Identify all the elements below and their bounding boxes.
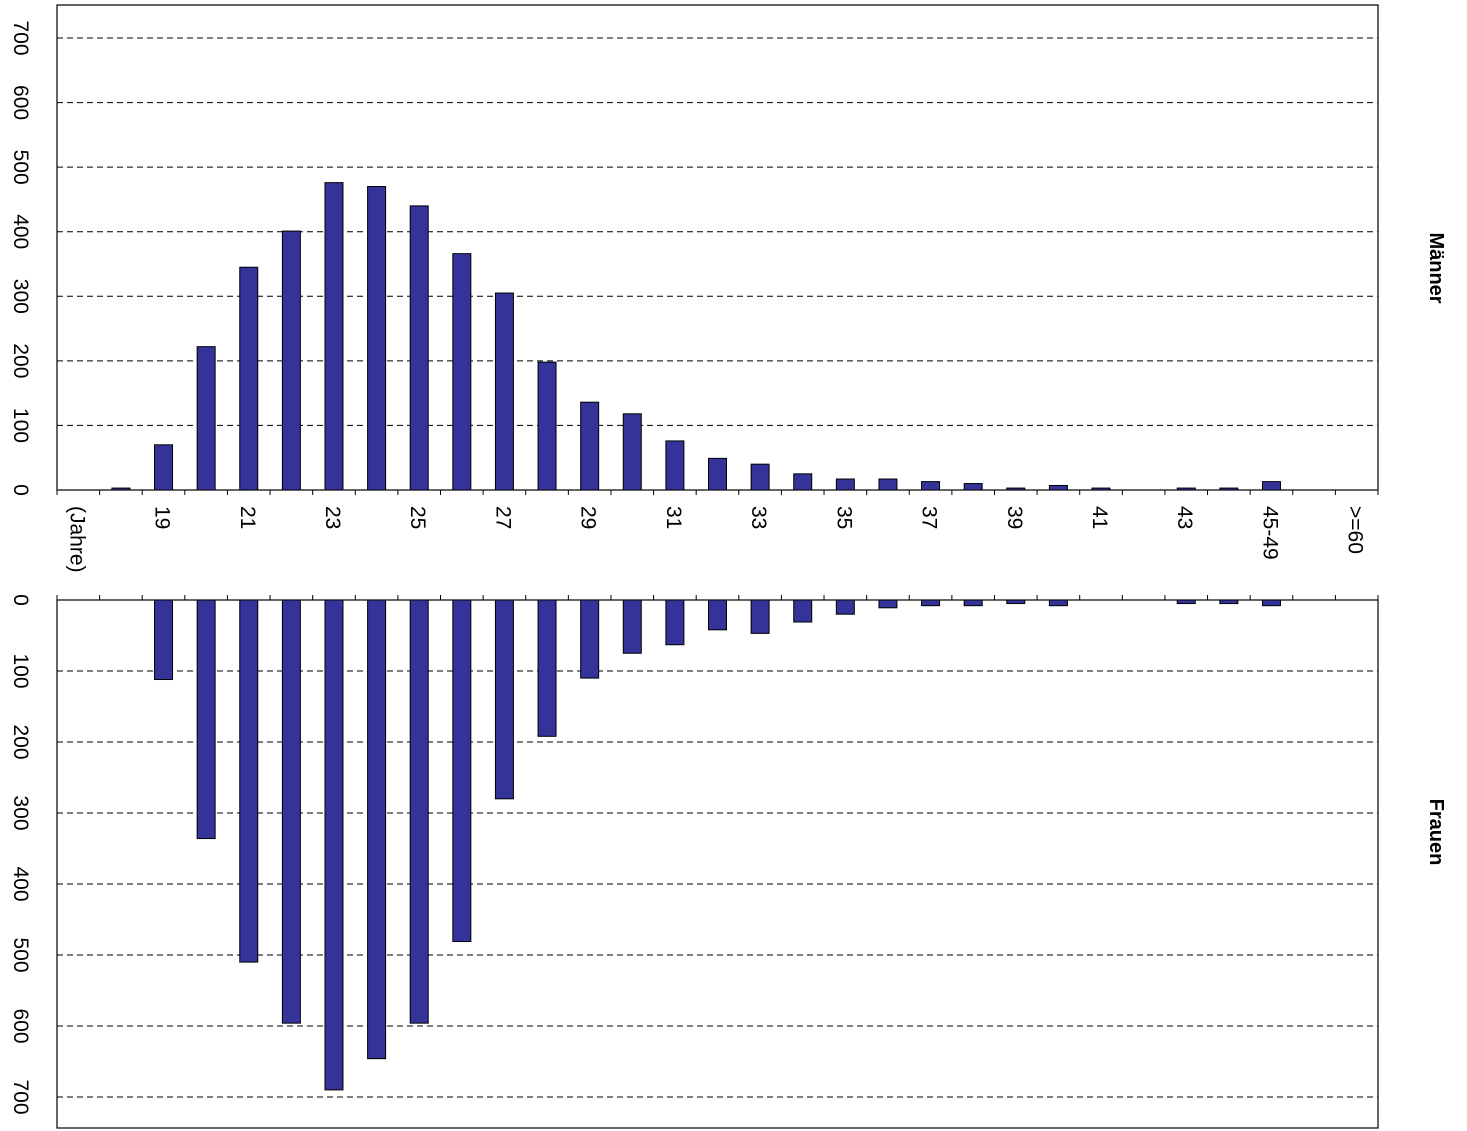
top-y-tick-label: 400 [9, 214, 32, 249]
category-label: 45-49 [1258, 506, 1281, 560]
bar-frauen [835, 599, 855, 615]
bar-frauen [494, 599, 514, 800]
bar-frauen [324, 599, 344, 1091]
top-y-tick-label: 300 [9, 279, 32, 314]
bar-frauen [409, 599, 429, 1024]
bar-maenner [793, 473, 813, 491]
category-label: 33 [747, 506, 770, 529]
category-label: 29 [577, 506, 600, 529]
bar-maenner [239, 266, 259, 491]
category-label: >=60 [1344, 506, 1367, 554]
bar-frauen [878, 599, 898, 609]
bar-frauen [1176, 599, 1196, 605]
bar-frauen [793, 599, 813, 623]
bottom-y-tick-label: 600 [9, 1008, 32, 1043]
bar-frauen [1006, 599, 1026, 605]
category-label: 41 [1088, 506, 1111, 529]
bottom-y-tick-label: 400 [9, 866, 32, 901]
category-label: 39 [1003, 506, 1026, 529]
bar-maenner [154, 444, 174, 491]
bar-maenner [452, 253, 472, 491]
bottom-y-tick-label: 300 [9, 795, 32, 830]
bar-maenner [494, 292, 514, 491]
bar-frauen [921, 599, 941, 607]
bar-maenner [963, 483, 983, 491]
bar-maenner [1219, 487, 1239, 491]
bar-frauen [452, 599, 472, 943]
bar-frauen [665, 599, 685, 646]
bar-frauen [196, 599, 216, 840]
top-y-tick-label: 600 [9, 85, 32, 120]
category-label: 25 [406, 506, 429, 529]
top-y-tick-label: 500 [9, 150, 32, 185]
bar-frauen [1261, 599, 1281, 607]
bar-maenner [1006, 487, 1026, 491]
bar-frauen [537, 599, 557, 737]
tick-labels: 0 0 100 100 200 200 300 300 400 400 500 500 600 600 70… [9, 20, 1447, 1114]
bar-maenner [1261, 481, 1281, 491]
category-label: 37 [918, 506, 941, 529]
bar-frauen [154, 599, 174, 681]
bar-frauen [750, 599, 770, 634]
bar-maenner [878, 478, 898, 491]
bar-maenner [1176, 487, 1196, 491]
bar-maenner [1048, 484, 1068, 491]
top-y-tick-label: 0 [9, 484, 32, 496]
bottom-y-tick-label: 700 [9, 1079, 32, 1114]
bar-frauen [367, 599, 387, 1060]
bar-frauen [622, 599, 642, 654]
bar-frauen [1048, 599, 1068, 607]
bar-frauen [1219, 599, 1239, 605]
axes [56, 490, 1379, 600]
category-label: 31 [662, 506, 685, 529]
bar-maenner [580, 401, 600, 491]
bar-maenner [750, 463, 770, 491]
bottom-y-tick-label: 200 [9, 724, 32, 759]
series-label-maenner: Männer [1425, 232, 1447, 303]
bar-maenner [196, 346, 216, 491]
category-label: 35 [832, 506, 855, 529]
bar-maenner [281, 230, 301, 491]
bottom-y-tick-label: 100 [9, 653, 32, 688]
bar-frauen [239, 599, 259, 963]
bar-maenner [622, 413, 642, 491]
category-label: 23 [321, 506, 344, 529]
top-y-tick-label: 100 [9, 408, 32, 443]
bar-maenner [665, 440, 685, 491]
bottom-y-tick-label: 0 [9, 594, 32, 606]
bar-maenner [409, 205, 429, 491]
bar-maenner [835, 478, 855, 491]
gridlines [57, 37, 1378, 1098]
bar-frauen [708, 599, 727, 631]
bar-frauen [963, 599, 983, 607]
bar-maenner [708, 457, 727, 491]
bottom-y-tick-label: 500 [9, 937, 32, 972]
bar-maenner [367, 186, 387, 491]
category-label: (Jahre) [65, 506, 88, 573]
bar-maenner [111, 487, 131, 491]
bar-maenner [537, 361, 557, 491]
category-label: 19 [151, 506, 174, 529]
bar-maenner [1091, 487, 1111, 491]
bar-maenner [324, 182, 344, 491]
bars [111, 182, 1281, 1091]
bar-frauen [281, 599, 301, 1024]
category-label: 21 [236, 506, 259, 529]
category-label: 27 [491, 506, 514, 529]
category-label: 43 [1173, 506, 1196, 529]
bar-frauen [580, 599, 600, 679]
series-label-frauen: Frauen [1425, 799, 1447, 866]
bar-maenner [921, 481, 941, 491]
top-y-tick-label: 700 [9, 20, 32, 55]
top-y-tick-label: 200 [9, 343, 32, 378]
